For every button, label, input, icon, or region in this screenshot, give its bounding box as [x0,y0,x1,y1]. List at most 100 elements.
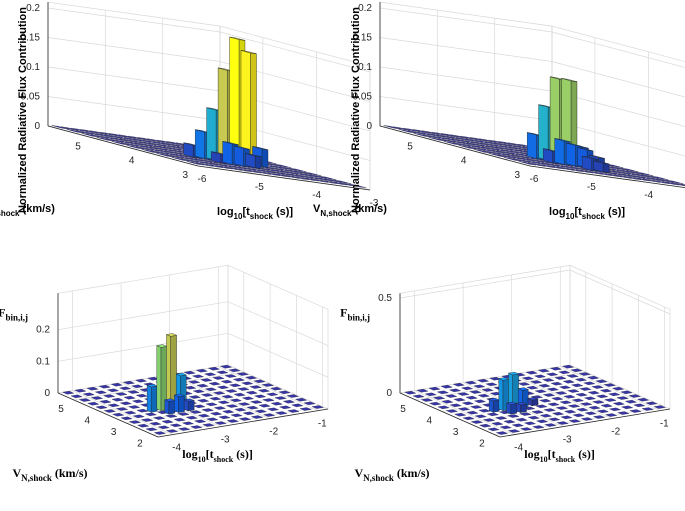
x-axis-label: log10[tshock (s)] [549,206,625,221]
floor-bar [532,425,545,429]
floor-bar [248,167,266,172]
x-axis-label: log10[tshock (s)] [524,447,595,464]
floor-bar [237,387,250,391]
floor-bar [523,421,537,426]
bar-top-face [183,398,195,402]
floor-bar [121,142,139,147]
floor-bar [651,175,669,180]
floor-bar [188,380,201,384]
floor-bar [329,181,348,186]
floor-bar [134,142,153,147]
floor-bar [562,379,575,384]
y-tick-label: 4 [85,416,91,427]
floor-bar [637,175,655,180]
floor-bar [137,423,150,428]
y-tick-label: 5 [58,404,64,415]
bar-top-face [554,138,571,142]
floor-bar [499,145,517,150]
floor-bar [62,390,75,395]
bar-front-face [520,403,527,413]
floor-bar [217,400,230,405]
floor-bar [464,380,478,385]
floor-bar [631,173,650,178]
floor-bar [432,396,446,400]
floor-bar [163,146,181,151]
floor-bar [128,135,146,140]
floor-bar [506,151,524,156]
x-gridline [559,266,661,411]
floor-bar [564,409,577,414]
bar-front-face [261,148,269,168]
floor-bar [483,150,501,155]
floor-bar [224,374,237,378]
bar-10 [245,153,262,169]
z-tick-label: 0.1 [358,62,372,73]
bar-side-face [566,142,576,167]
floor-bar [167,145,185,150]
y-tick-label: 2 [479,439,485,450]
floor-bar [192,389,205,394]
floor-bar [498,154,516,159]
floor-bar [96,137,114,142]
bar-6 [183,398,195,412]
floor-bar [161,419,174,424]
floor-bar [164,150,183,155]
floor-bar [125,141,143,146]
x-gridline [217,266,319,411]
floor-bar [498,141,516,146]
x-tick-label: -6 [530,174,539,185]
floor-bar [547,402,560,407]
floor-bar [503,419,516,424]
floor-bar [611,386,625,391]
floor-bar [207,366,221,371]
floor-bar [123,395,136,400]
floor-bar [438,138,456,143]
z-gridline [57,332,329,378]
floor-bar [616,396,629,400]
y-axis-label: VN,shock (km/s) [12,466,87,483]
bar-top-face [582,155,598,160]
floor-bar [225,389,238,393]
floor-bar [606,163,624,168]
floor-bar [413,133,431,138]
floor-bar [148,142,166,147]
floor-bar [551,163,569,168]
floor-bar [551,396,564,401]
floor-bar [595,394,609,399]
floor-bar [462,416,475,421]
x-axis-line [157,408,329,438]
floor-bar [449,403,462,408]
floor-bar [303,401,316,406]
floor-bar [222,409,235,414]
floor-bar [212,376,225,380]
floor-bar [98,384,111,389]
back-wall-x [57,264,229,393]
x-tick-label: -4 [514,443,523,454]
back-wall-y [227,264,329,409]
floor-bar [556,166,575,171]
floor-bar [530,395,544,399]
floor-bar [279,166,297,171]
floor-bar [111,141,129,146]
floor-bar [140,418,154,422]
floor-bar [261,383,274,387]
floor-bar [144,143,162,148]
floor-bar [135,393,148,398]
floor-bar [137,137,155,142]
floor-bar [291,175,310,180]
floor-bar [275,411,288,415]
floor-bar [118,386,132,391]
floor-bar [555,406,569,410]
floor-bar [219,364,233,369]
floor-bar [566,374,579,378]
floor-bar [246,405,259,410]
floor-bar [190,425,203,429]
floor-bar [542,393,556,397]
z-axis-label: Fbin,i,j [0,305,28,322]
floor-bar [178,427,191,431]
chart-panel-top-left: -6 -5 -4 -3 3 4 5 0 0.05 0.1 0.15 0.2 log10[tshock (… [0,1,379,221]
floor-bar [166,141,184,146]
floor-bar [614,174,632,179]
floor-bar [70,394,83,399]
floor-bar [636,397,650,402]
